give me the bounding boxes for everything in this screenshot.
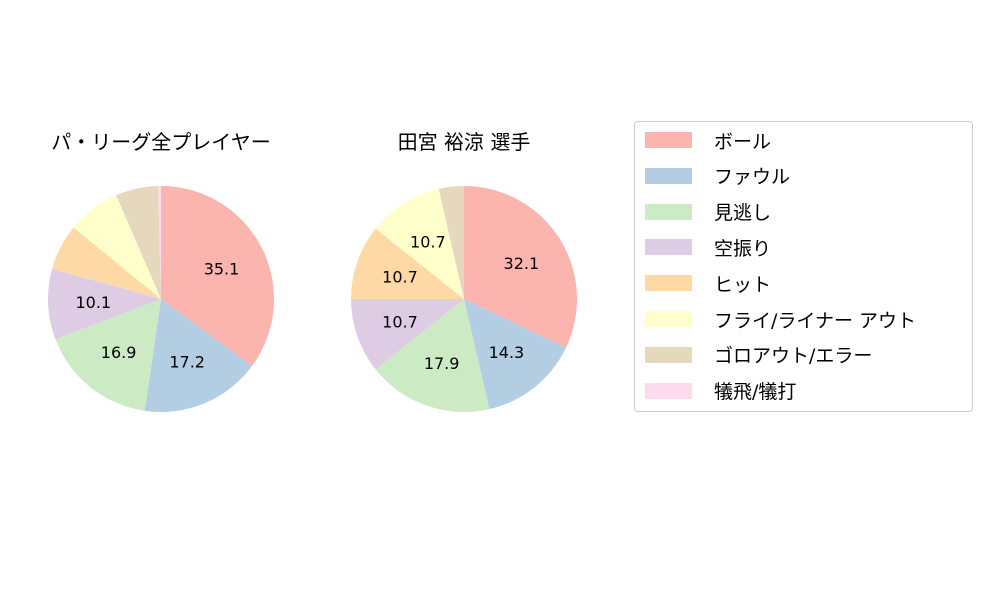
slice-label: 14.3 — [489, 343, 525, 362]
legend-swatch — [645, 132, 692, 148]
legend-item: フライ/ライナー アウト — [645, 307, 917, 332]
legend-label: ボール — [714, 130, 772, 153]
legend-swatch — [645, 346, 692, 363]
slice-label: 17.9 — [424, 354, 460, 373]
legend: ボールファウル見逃し空振りヒットフライ/ライナー アウト ゴロアウト/エラー 犠飛/… — [634, 121, 973, 412]
legend-label: ファウル — [714, 166, 791, 189]
slice-label: 32.1 — [504, 254, 540, 273]
legend-label: フライ/ライナー アウト — [714, 309, 917, 332]
pie-slice — [48, 268, 161, 340]
chart-title-player: 田宮 裕涼 選手 — [397, 130, 531, 154]
legend-swatch — [645, 203, 692, 220]
slice-label: 10.7 — [382, 268, 418, 287]
pie-slice — [375, 299, 490, 412]
pie-slice — [161, 186, 274, 366]
slice-label: 10.7 — [410, 233, 446, 252]
pie-slice — [438, 186, 464, 299]
legend-label: 空振り — [714, 237, 772, 260]
legend-label: ゴロアウト/エラー — [714, 345, 873, 368]
pie-chart-league: 35.1 17.2 16.9 10.1 — [48, 186, 274, 412]
slice-label: 10.1 — [75, 293, 111, 312]
legend-label: 犠飛/犠打 — [714, 381, 797, 404]
slice-label: 10.7 — [382, 312, 418, 331]
pie-slice — [73, 195, 161, 299]
chart-title-league: パ・リーグ全プレイヤー — [51, 130, 271, 154]
pie-slice — [351, 299, 464, 370]
legend-item: 犠飛/犠打 — [645, 379, 796, 403]
legend-item: 空振り — [645, 235, 772, 260]
pie-slice — [464, 186, 577, 348]
slice-label: 17.2 — [169, 353, 205, 372]
pie-slice — [116, 186, 161, 299]
legend-label: 見逃し — [714, 202, 772, 225]
legend-swatch — [645, 382, 692, 399]
slice-label: 35.1 — [204, 259, 240, 278]
legend-item: ボール — [645, 128, 772, 153]
slice-label: 16.9 — [101, 343, 137, 362]
legend-item: 見逃し — [645, 200, 771, 224]
legend-swatch — [645, 239, 692, 256]
legend-item: ゴロアウト/エラー — [645, 343, 872, 367]
pie-slice — [375, 188, 464, 299]
pie-slice — [144, 299, 252, 412]
pie-slice — [55, 299, 161, 411]
pie-slice — [158, 186, 161, 299]
legend-swatch — [645, 275, 692, 292]
legend-item: ファウル — [645, 164, 790, 188]
pie-slice — [464, 299, 566, 410]
legend-item: ヒット — [645, 271, 772, 296]
legend-swatch — [645, 311, 692, 327]
pie-chart-player: 32.1 14.3 17.9 10.7 10.7 10.7 — [351, 186, 577, 412]
pie-slice — [52, 227, 161, 299]
pie-slice — [351, 228, 464, 299]
legend-label: ヒット — [714, 273, 772, 296]
legend-swatch — [645, 167, 692, 184]
